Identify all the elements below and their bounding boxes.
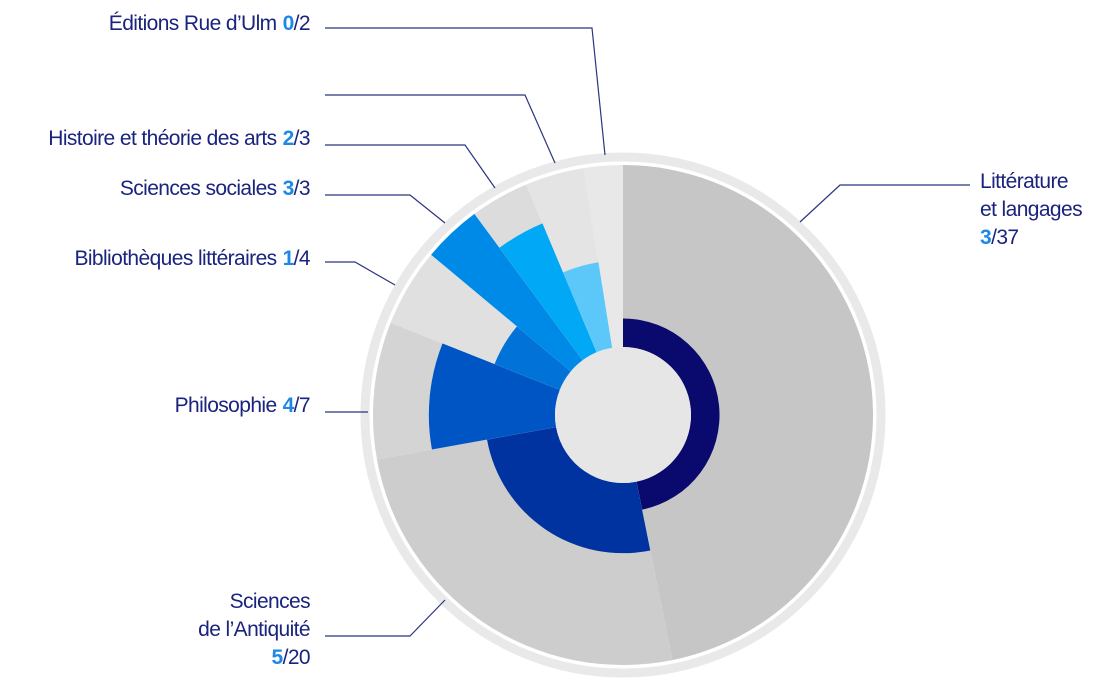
separator: /: [991, 226, 997, 249]
leader-line: [325, 94, 556, 164]
total-label: 37: [996, 226, 1018, 249]
total-label: 3: [299, 177, 310, 200]
separator: /: [294, 247, 300, 270]
slice-achieved: [428, 343, 560, 450]
label-value: 0/2: [283, 12, 310, 35]
separator: /: [294, 177, 300, 200]
separator: /: [283, 646, 289, 669]
leader-line: [325, 599, 446, 637]
slice-total: [623, 165, 873, 661]
label-name: et langages: [980, 198, 1082, 221]
total-label: 4: [299, 247, 311, 270]
leader-line: [325, 144, 496, 189]
label-name: Sciences sociales: [120, 177, 277, 200]
label-name: Sciences: [230, 590, 311, 613]
label-value: 4/7: [283, 394, 310, 417]
outer-ring: [360, 152, 886, 678]
slice-achieved: [563, 262, 613, 353]
total-label: 2: [299, 12, 310, 35]
hole: [555, 347, 691, 483]
slice-achieved: [499, 223, 597, 361]
slice-total: [583, 165, 623, 348]
label-value: 3/3: [283, 177, 310, 200]
achieved-label: 0: [283, 12, 294, 35]
label-name: Littérature: [980, 170, 1068, 193]
leader-line: [325, 27, 606, 156]
total-label: 20: [288, 646, 310, 669]
achieved-label: 1: [283, 247, 295, 270]
label-name: Histoire et théorie des arts: [48, 127, 276, 150]
label-value: 2/3: [283, 127, 310, 150]
total-label: 3: [299, 127, 310, 150]
achieved-label: 5: [271, 646, 283, 669]
achieved-label: 3: [980, 226, 991, 249]
total-label: 7: [299, 394, 310, 417]
separator: /: [294, 127, 300, 150]
slice-achieved: [623, 318, 720, 510]
slice-achieved: [487, 427, 651, 554]
separator: /: [294, 394, 300, 417]
achieved-label: 3: [283, 177, 294, 200]
leader-line: [325, 194, 446, 224]
achieved-label: 2: [283, 127, 294, 150]
leader-line: [799, 184, 970, 223]
achieved-label: 4: [283, 394, 295, 417]
label-name: Éditions Rue d’Ulm: [109, 12, 277, 35]
label-name: Philosophie: [175, 394, 277, 417]
label-name: de l’Antiquité: [198, 618, 310, 641]
label-name: Bibliothèques littéraires: [74, 247, 276, 270]
label-value: 3/37: [980, 226, 1019, 249]
slice-achieved: [431, 213, 583, 372]
leader-line: [325, 261, 396, 286]
slice-achieved: [494, 326, 571, 390]
label-value: 1/4: [283, 247, 311, 270]
separator: /: [294, 12, 300, 35]
label-value: 5/20: [271, 646, 310, 669]
